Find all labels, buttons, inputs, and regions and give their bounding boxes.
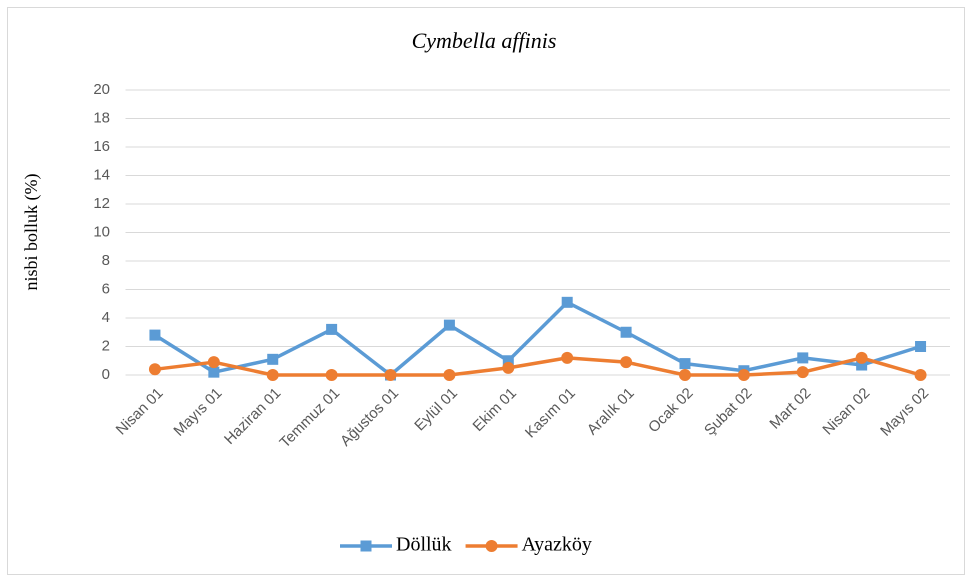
y-tick-label: 4 — [102, 309, 110, 326]
marker — [620, 356, 633, 369]
y-tick-label: 18 — [93, 109, 110, 126]
marker — [325, 369, 338, 381]
marker — [678, 369, 691, 381]
y-axis-label: nisbi bolluk (%) — [21, 174, 42, 291]
marker — [267, 353, 279, 365]
y-tick-label: 0 — [102, 366, 110, 383]
marker — [855, 351, 868, 364]
marker — [207, 356, 220, 369]
marker — [561, 296, 573, 308]
legend-label: Ayazköy — [522, 534, 592, 556]
marker — [443, 319, 455, 331]
legend-label: Döllük — [396, 534, 452, 556]
marker — [266, 369, 279, 381]
y-tick-label: 12 — [93, 195, 110, 212]
y-tick-label: 8 — [102, 252, 110, 269]
marker — [620, 326, 632, 338]
marker — [149, 329, 161, 341]
marker — [915, 341, 927, 352]
plot — [148, 296, 927, 381]
y-tick-label: 20 — [93, 81, 110, 98]
marker — [679, 358, 691, 370]
marker — [561, 351, 574, 364]
y-tick-label: 16 — [93, 138, 110, 155]
chart-title: Cymbella affinis — [412, 28, 557, 53]
y-tick-label: 10 — [93, 223, 110, 240]
legend: Döllük Ayazköy — [340, 534, 592, 556]
series-line — [154, 356, 922, 377]
series-line — [154, 300, 922, 377]
marker — [208, 366, 220, 378]
marker — [914, 369, 927, 381]
marker — [737, 369, 750, 381]
legend-marker — [485, 540, 498, 552]
marker — [384, 369, 397, 381]
marker — [148, 363, 161, 376]
y-tick-label: 6 — [102, 280, 110, 297]
legend-marker — [360, 540, 372, 552]
marker — [326, 323, 338, 335]
chart-frame — [7, 7, 965, 575]
marker — [443, 369, 456, 381]
marker — [796, 366, 809, 379]
y-tick-label: 2 — [102, 337, 110, 354]
marker — [502, 355, 514, 367]
marker — [856, 359, 868, 371]
marker — [502, 361, 515, 374]
marker — [797, 352, 809, 364]
y-tick-label: 14 — [93, 166, 110, 183]
